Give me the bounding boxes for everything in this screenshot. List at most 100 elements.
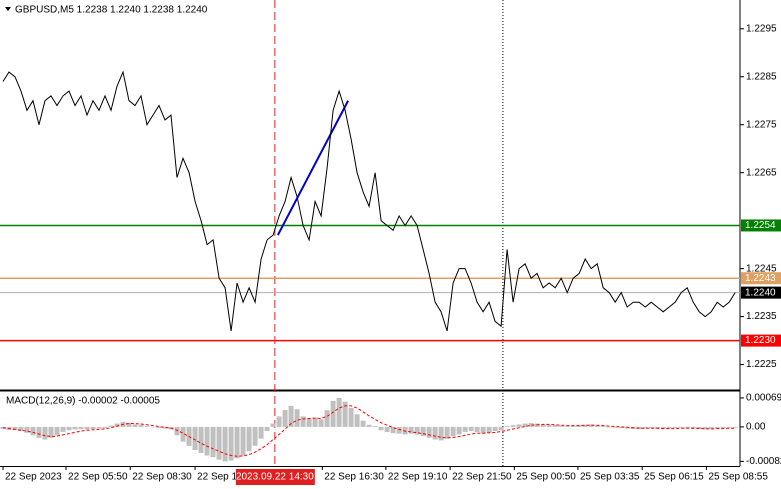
histogram-bar [216,426,222,460]
histogram-bar [486,426,492,433]
histogram-bar [174,426,180,436]
histogram-bar [498,426,504,431]
trend-line [276,100,349,236]
histogram-bar [102,426,108,429]
histogram-bar [198,426,204,453]
histogram-bar [258,426,264,439]
histogram-bar [648,426,654,429]
level-label: 1.2254 [745,220,776,231]
level-label-box [741,334,781,347]
histogram-bar [438,426,444,441]
histogram-bar [12,426,18,431]
histogram-bar [408,426,414,434]
histogram-bar [390,426,396,434]
histogram-bar [162,426,168,429]
histogram-bar [294,409,300,427]
level-label: 1.2243 [745,273,776,284]
histogram-bar [372,426,378,427]
x-tick-label: 22 Sep 11 [197,472,242,483]
histogram-bar [312,417,318,427]
histogram-bar [378,426,384,431]
histogram-bar [522,423,528,427]
histogram-bar [78,426,84,429]
level-label: 1.2230 [745,335,776,346]
histogram-bar [318,419,324,427]
histogram-bar [672,426,678,429]
time-label-box [235,469,315,485]
price-line [2,70,736,332]
histogram-bar [588,424,594,427]
histogram-bar [666,426,672,429]
histogram-bar [582,424,588,427]
histogram-bar [540,424,546,427]
histogram-bar [462,426,468,432]
histogram-bar [726,426,732,428]
histogram-bar [138,424,144,427]
y-tick-label: -0.00082 [746,456,781,467]
histogram-bar [240,426,246,456]
histogram-bar [678,426,684,428]
histogram-bar [510,425,516,427]
histogram-bar [450,426,456,437]
histogram-bar [420,426,426,437]
histogram-bar [228,426,234,461]
histogram-bar [144,426,150,427]
y-tick-label: 1.2225 [746,359,777,370]
histogram-bar [354,414,360,427]
y-tick-label: 1.2235 [746,311,777,322]
histogram-bar [660,426,666,429]
histogram-bar [48,426,54,438]
histogram-bar [84,426,90,430]
histogram-bar [42,426,48,440]
x-tick-label: 25 Sep 00:50 [516,472,576,483]
histogram-bar [204,426,210,456]
histogram-bar [222,426,228,462]
symbol-icon [5,7,11,11]
histogram-bar [96,426,102,429]
histogram-bar [552,425,558,427]
histogram-bar [366,424,372,427]
level-label: 1.2240 [745,287,776,298]
histogram-bar [606,426,612,428]
histogram-bar [66,426,72,431]
x-tick-label: 25 Sep 03:35 [580,472,640,483]
histogram-bar [714,426,720,429]
x-tick-label: 22 Sep 16:30 [324,472,384,483]
histogram-bar [396,426,402,434]
chart-title: GBPUSD,M5 1.2238 1.2240 1.2238 1.2240 [15,5,208,16]
level-label-box [741,286,781,299]
x-tick-label: 22 Sep 21:50 [452,472,512,483]
histogram-bar [270,423,276,427]
histogram-bar [324,410,330,427]
histogram-bar [36,426,42,438]
histogram-bar [156,426,162,429]
histogram-bar [732,426,738,428]
histogram-bar [432,426,438,440]
histogram-bar [492,426,498,432]
histogram-bar [24,426,30,433]
x-tick-label: 22 Sep 19:10 [388,472,448,483]
histogram-bar [30,426,36,436]
histogram-bar [114,423,120,427]
y-tick-label: 1.2285 [746,71,777,82]
histogram-bar [528,423,534,427]
histogram-bar [618,426,624,429]
histogram-bar [642,426,648,429]
x-tick-label: 25 Sep 06:15 [644,472,704,483]
histogram-bar [342,401,348,427]
histogram-bar [282,410,288,427]
histogram-bar [444,426,450,439]
x-tick-label: 22 Sep 2023 [5,472,62,483]
histogram-bar [330,400,336,427]
level-label-box [741,219,781,232]
histogram-bar [234,426,240,459]
histogram-bar [306,418,312,427]
histogram-bar [414,426,420,435]
histogram-bar [684,426,690,429]
histogram-bar [570,425,576,427]
histogram-bar [288,405,294,427]
histogram-bar [600,426,606,427]
histogram-bar [708,426,714,429]
histogram-bar [264,426,270,432]
